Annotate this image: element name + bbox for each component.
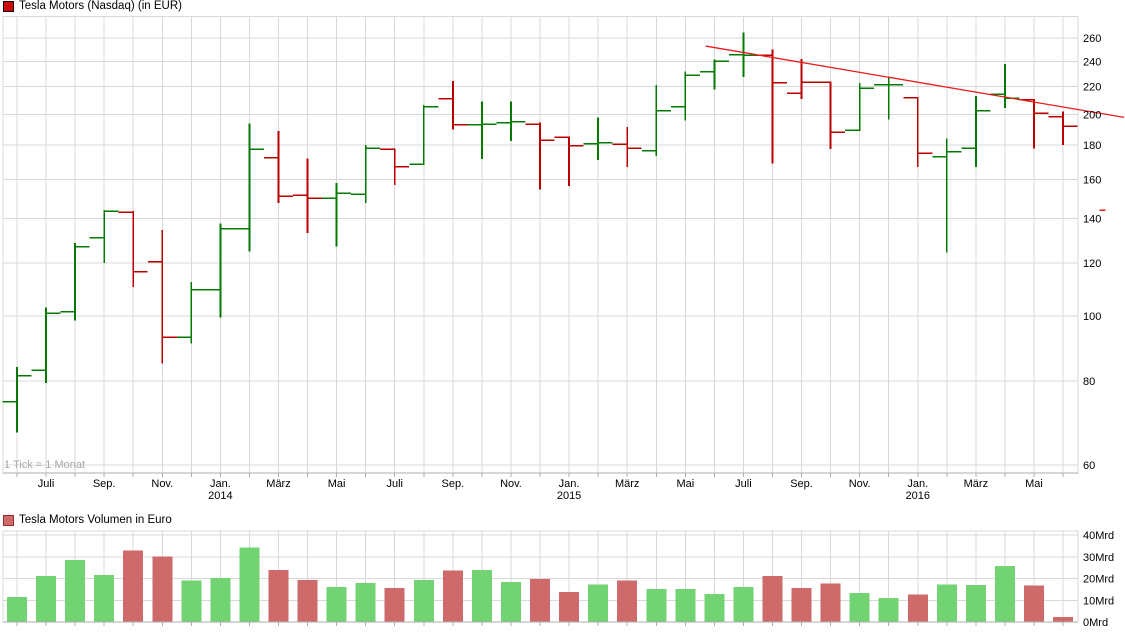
volume-bar <box>646 588 667 622</box>
volume-bar <box>152 556 173 622</box>
price-yaxis-label: 120 <box>1083 258 1101 270</box>
price-yaxis-label: 80 <box>1083 376 1095 388</box>
tick-interval-note: 1 Tick = 1 Monat <box>4 459 86 471</box>
volume-bar <box>907 594 928 622</box>
volume-legend-swatch-icon <box>3 515 14 526</box>
volume-bar <box>442 570 463 622</box>
xaxis-month-label: Nov. <box>849 478 871 490</box>
volume-bar <box>500 581 521 622</box>
xaxis-month-label: Sep. <box>790 478 813 490</box>
volume-chart-title: Tesla Motors Volumen in Euro <box>19 514 172 526</box>
xaxis-month-label: Jan. <box>210 478 231 490</box>
volume-bar <box>617 580 638 622</box>
price-yaxis-label: 240 <box>1083 56 1101 68</box>
volume-bar <box>936 584 957 622</box>
xaxis-year-label: 2015 <box>557 490 581 502</box>
volume-bar <box>994 566 1015 622</box>
xaxis-year-label: 2016 <box>906 490 930 502</box>
volume-bar <box>123 550 144 622</box>
volume-bar <box>65 560 86 622</box>
volume-bar <box>355 582 376 622</box>
xaxis-month-label: Mai <box>1025 478 1043 490</box>
xaxis-month-label: Sep. <box>442 478 465 490</box>
volume-bar <box>704 593 725 622</box>
volume-bar <box>210 577 231 622</box>
volume-bar <box>94 574 115 622</box>
volume-yaxis-label: 10Mrd <box>1083 595 1114 607</box>
volume-yaxis-label: 40Mrd <box>1083 530 1114 542</box>
price-chart-legend: Tesla Motors (Nasdaq) (in EUR) <box>3 0 182 13</box>
volume-bar <box>530 579 551 622</box>
price-yaxis-label: 260 <box>1083 33 1101 45</box>
volume-bar <box>762 575 783 622</box>
xaxis-month-label: Mai <box>676 478 694 490</box>
xaxis-month-label: Juli <box>38 478 55 490</box>
volume-bar <box>36 575 57 622</box>
xaxis-month-label: März <box>964 478 988 490</box>
xaxis-month-label: Juli <box>735 478 752 490</box>
xaxis-month-label: Nov. <box>151 478 173 490</box>
volume-bar <box>559 591 580 622</box>
volume-bar <box>1053 617 1074 622</box>
volume-yaxis-label: 30Mrd <box>1083 552 1114 564</box>
price-yaxis-label: 220 <box>1083 82 1101 94</box>
volume-bar <box>675 588 696 622</box>
volume-bar <box>297 579 318 622</box>
price-yaxis-label: 100 <box>1083 311 1101 323</box>
xaxis-month-label: Mai <box>328 478 346 490</box>
volume-bar <box>181 580 202 622</box>
price-yaxis-label: 140 <box>1083 213 1101 225</box>
volume-bar <box>413 580 434 622</box>
xaxis-month-label: Nov. <box>500 478 522 490</box>
volume-bar <box>1023 585 1044 622</box>
price-yaxis-label: 60 <box>1083 460 1095 472</box>
xaxis-month-label: Jan. <box>559 478 580 490</box>
price-yaxis-label: 160 <box>1083 174 1101 186</box>
volume-chart-legend: Tesla Motors Volumen in Euro <box>3 514 172 527</box>
trendline <box>705 45 1125 119</box>
volume-bar <box>588 584 609 622</box>
volume-bar <box>791 587 812 622</box>
volume-bar <box>878 597 899 622</box>
volume-bar <box>7 596 27 622</box>
volume-bar <box>965 585 986 622</box>
volume-bar <box>733 586 754 622</box>
volume-yaxis-label: 20Mrd <box>1083 574 1114 586</box>
volume-bar <box>471 569 492 622</box>
volume-bar <box>239 547 260 622</box>
xaxis-year-label: 2014 <box>208 490 232 502</box>
price-legend-swatch-icon <box>3 1 14 12</box>
price-chart-title: Tesla Motors (Nasdaq) (in EUR) <box>19 0 182 12</box>
price-yaxis-label: 200 <box>1083 109 1101 121</box>
xaxis-month-label: Jan. <box>907 478 928 490</box>
volume-bar <box>849 592 870 622</box>
volume-bar <box>268 569 289 622</box>
xaxis-month-label: Juli <box>386 478 403 490</box>
volume-yaxis-label: 0Mrd <box>1083 617 1108 629</box>
volume-bar <box>326 586 347 622</box>
xaxis-month-label: März <box>266 478 290 490</box>
volume-bar <box>384 587 405 622</box>
volume-bar <box>820 583 841 622</box>
xaxis-month-label: Sep. <box>93 478 116 490</box>
price-yaxis-label: 180 <box>1083 140 1101 152</box>
xaxis-month-label: März <box>615 478 639 490</box>
